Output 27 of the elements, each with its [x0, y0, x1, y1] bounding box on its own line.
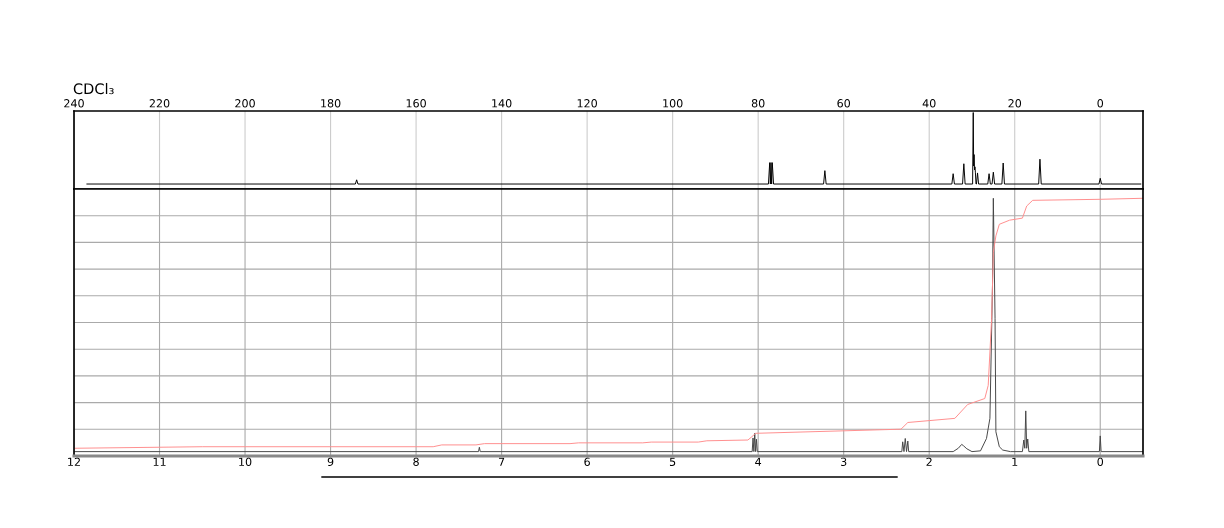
- x-tick-label: 160: [406, 99, 426, 108]
- x-tick-label: 0: [1097, 457, 1104, 466]
- x-tick-label: 60: [837, 99, 851, 108]
- x-tick-label: 8: [413, 457, 419, 466]
- x-tick-label: 10: [239, 457, 252, 466]
- x-tick-label: 7: [498, 457, 505, 466]
- x-tick-label: 1: [1012, 457, 1018, 466]
- x-tick-label: 140: [492, 99, 512, 108]
- x-tick-label: 220: [149, 99, 170, 108]
- x-tick-label: 6: [584, 457, 590, 466]
- x-tick-label: 11: [153, 457, 166, 466]
- x-tick-label: 0: [1097, 99, 1104, 108]
- x-tick-label: 180: [321, 99, 341, 108]
- x-tick-label: 120: [577, 99, 597, 108]
- x-tick-label: 240: [64, 99, 84, 108]
- x-tick-label: 9: [327, 457, 334, 466]
- x-tick-label: 100: [663, 99, 683, 108]
- chart-title: CDCl₃: [73, 82, 114, 95]
- x-tick-label: 200: [235, 99, 255, 108]
- x-tick-label: 3: [840, 457, 847, 466]
- x-tick-label: 5: [669, 457, 676, 466]
- x-tick-label: 40: [922, 99, 936, 108]
- x-tick-label: 20: [1008, 99, 1022, 108]
- x-tick-label: 4: [755, 457, 762, 466]
- x-tick-label: 2: [926, 457, 932, 466]
- x-tick-label: 12: [68, 457, 80, 466]
- x-tick-label: 80: [751, 99, 765, 108]
